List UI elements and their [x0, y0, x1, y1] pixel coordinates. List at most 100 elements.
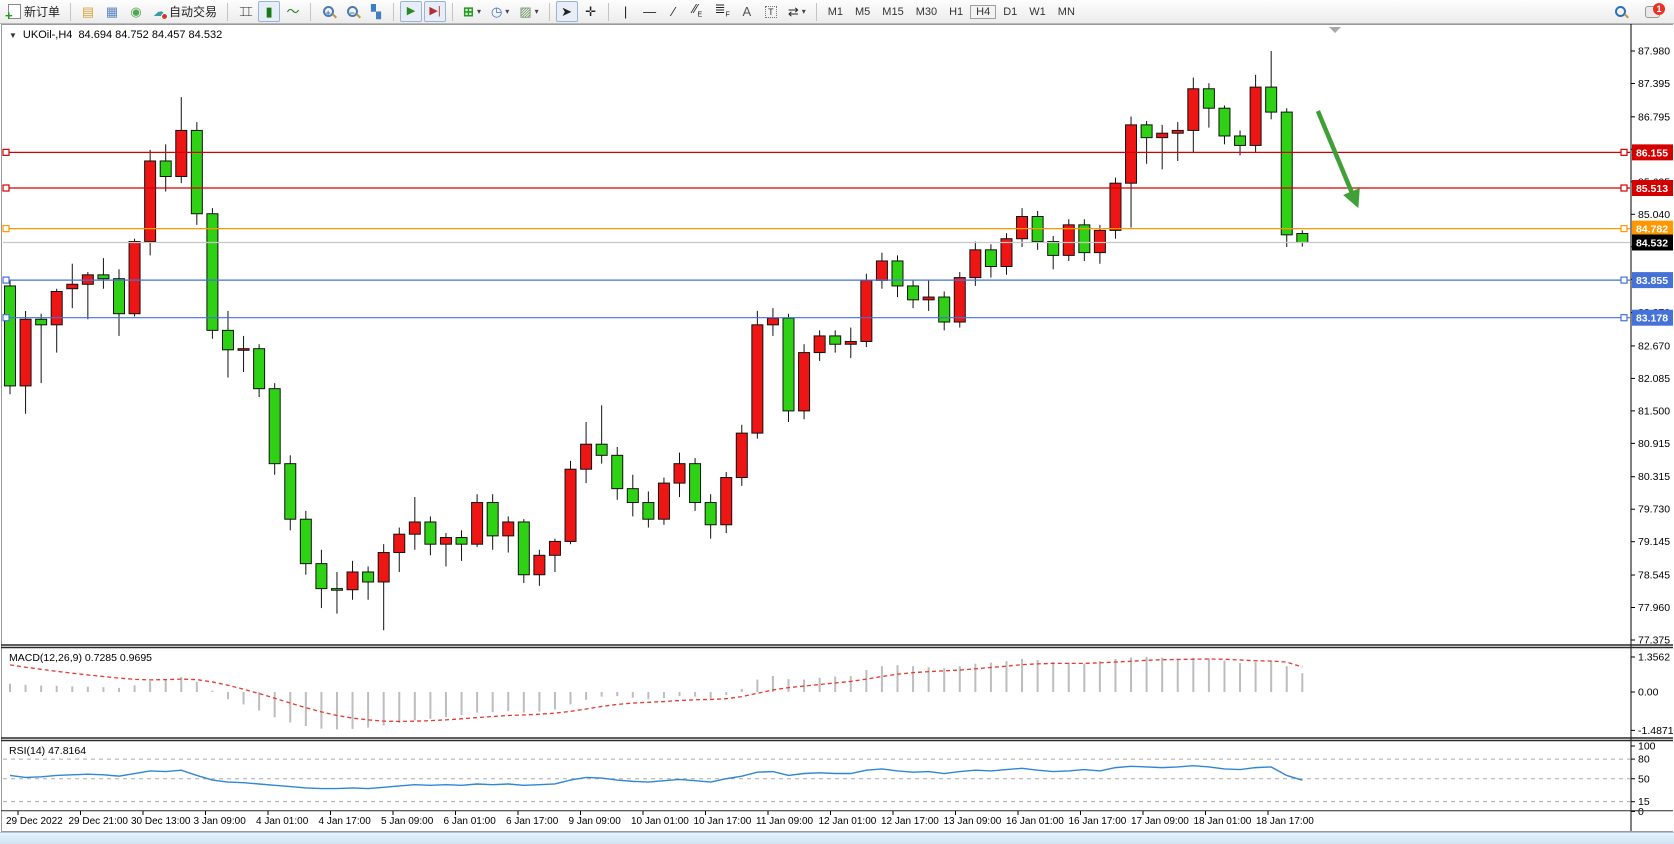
chevron-down-icon: ▼: [9, 30, 17, 40]
candle-body: [1156, 132, 1169, 139]
vertical-line-tool[interactable]: |: [615, 1, 637, 22]
cursor-icon: ➤: [561, 4, 573, 19]
cursor-tool-button[interactable]: ➤: [555, 1, 578, 22]
equidistant-channel-tool[interactable]: ∕∕E: [687, 1, 709, 22]
auto-scroll-button[interactable]: ▶: [400, 1, 423, 22]
price-tick-label: 82.670: [1638, 340, 1670, 352]
notepad-button[interactable]: ▤: [77, 1, 99, 22]
level-line-left-anchor[interactable]: [2, 314, 10, 322]
auto-trading-button[interactable]: ☁ 自动交易: [149, 1, 221, 22]
candle-body: [1047, 241, 1060, 256]
trendline-tool[interactable]: ∕: [663, 1, 685, 22]
tab-timeframe-m30[interactable]: M30: [915, 5, 938, 18]
search-button[interactable]: [1609, 1, 1631, 22]
candle-body: [875, 260, 888, 281]
chart-title[interactable]: ▼ UKOil-,H4 84.694 84.752 84.457 84.532: [9, 29, 222, 41]
clock-icon: ◷: [490, 4, 503, 19]
time-axis-label: 17 Jan 09:00: [1131, 816, 1189, 827]
text-label-tool[interactable]: T: [760, 1, 782, 22]
chart-shift-button[interactable]: ▶|: [424, 1, 447, 22]
rsi-indicator-label: RSI(14) 47.8164: [9, 745, 87, 757]
price-tick-label: 81.500: [1638, 405, 1670, 417]
candle-body: [1125, 124, 1138, 184]
annotation-arrow-head[interactable]: [1343, 188, 1360, 209]
macd-scale-label: 1.3562: [1638, 652, 1670, 664]
candle-body: [689, 463, 702, 504]
zoom-out-icon: −: [346, 6, 358, 18]
crosshair-tool-button[interactable]: ✛: [580, 1, 602, 22]
template-icon: ▨: [519, 4, 532, 19]
current-price-badge: [1632, 234, 1673, 251]
level-line-right-anchor[interactable]: [1620, 184, 1628, 192]
fibonacci-tool[interactable]: ≣F: [711, 1, 734, 22]
tab-timeframe-h1[interactable]: H1: [949, 5, 964, 18]
text-tool[interactable]: A: [736, 1, 758, 22]
new-order-button[interactable]: 新订单: [4, 1, 64, 23]
tab-timeframe-m1[interactable]: M1: [827, 5, 844, 18]
candle-body: [969, 249, 982, 279]
price-level-badge: [1632, 180, 1673, 197]
candle-body: [159, 160, 172, 178]
candle-body: [813, 335, 826, 354]
toolbar-separator: [607, 2, 609, 21]
chevron-down-icon: ▾: [801, 7, 806, 16]
toolbar-separator: [227, 2, 229, 21]
level-line-right-anchor[interactable]: [1620, 314, 1628, 322]
candle-body: [1062, 224, 1075, 256]
level-line-left-anchor[interactable]: [2, 148, 10, 156]
horizontal-line-tool[interactable]: —: [639, 1, 661, 22]
tile-windows-button[interactable]: ▚: [365, 1, 387, 22]
candle-body: [144, 160, 157, 243]
bar-chart-button[interactable]: ⌶⌶: [234, 1, 256, 22]
tab-timeframe-m5[interactable]: M5: [855, 5, 871, 18]
level-line-right-anchor[interactable]: [1620, 276, 1628, 284]
annotation-arrow-line[interactable]: [1315, 110, 1356, 197]
candle-body: [704, 502, 717, 526]
crosshair-icon: ✛: [585, 4, 597, 19]
candle-body: [19, 318, 32, 387]
time-axis-label: 6 Jan 17:00: [506, 816, 559, 827]
level-line-left-anchor[interactable]: [2, 276, 10, 284]
notifications-button[interactable]: 1: [1641, 1, 1665, 22]
templates-button[interactable]: ▨ ▾: [515, 1, 542, 22]
candle-body: [938, 296, 951, 323]
level-line-right-anchor[interactable]: [1620, 148, 1628, 156]
fibonacci-icon: ≣F: [714, 0, 730, 19]
price-level-badge-label: 84.782: [1636, 224, 1668, 236]
level-line-left-anchor[interactable]: [2, 225, 10, 233]
tab-timeframe-m15[interactable]: M15: [882, 5, 904, 18]
periods-button[interactable]: ◷ ▾: [487, 1, 513, 22]
time-axis-label: 5 Jan 09:00: [381, 816, 434, 827]
tab-timeframe-mn[interactable]: MN: [1057, 5, 1075, 18]
level-line-left-anchor[interactable]: [2, 184, 10, 192]
charts-window-button[interactable]: ▦: [101, 1, 123, 22]
tab-timeframe-d1[interactable]: D1: [1003, 5, 1018, 18]
zoom-in-button[interactable]: +: [317, 1, 339, 22]
time-axis-label: 4 Jan 01:00: [256, 816, 309, 827]
candle-body: [1265, 86, 1278, 113]
candle-body: [548, 540, 561, 556]
add-indicator-button[interactable]: ⊞ ▾: [459, 1, 485, 22]
horizontal-line-icon: —: [643, 4, 657, 19]
price-tick-label: 87.980: [1638, 46, 1670, 58]
tab-timeframe-w1[interactable]: W1: [1029, 5, 1046, 18]
candle-body: [953, 277, 966, 323]
chart-shift-marker[interactable]: [1329, 27, 1341, 33]
signal-button[interactable]: ◉: [125, 1, 147, 22]
line-chart-button[interactable]: 〜: [282, 1, 304, 22]
time-axis-label: 16 Jan 01:00: [1006, 816, 1064, 827]
zoom-out-button[interactable]: −: [341, 1, 363, 22]
signal-icon: ◉: [130, 4, 142, 19]
shapes-tool[interactable]: ⇄ ▾: [784, 1, 810, 22]
toolbar-separator: [310, 2, 312, 21]
notification-badge: 1: [1653, 2, 1665, 15]
rsi-scale-label: 80: [1638, 754, 1650, 766]
tab-timeframe-h4[interactable]: H4: [970, 4, 997, 19]
level-line-right-anchor[interactable]: [1620, 225, 1628, 233]
auto-trading-icon: ☁: [153, 3, 169, 20]
candle-body: [1078, 224, 1091, 254]
candle-body: [1202, 88, 1215, 109]
rsi-scale-label: 15: [1638, 796, 1650, 808]
time-axis-label: 9 Jan 09:00: [569, 816, 622, 827]
candlestick-chart-button[interactable]: ▮: [258, 1, 281, 22]
